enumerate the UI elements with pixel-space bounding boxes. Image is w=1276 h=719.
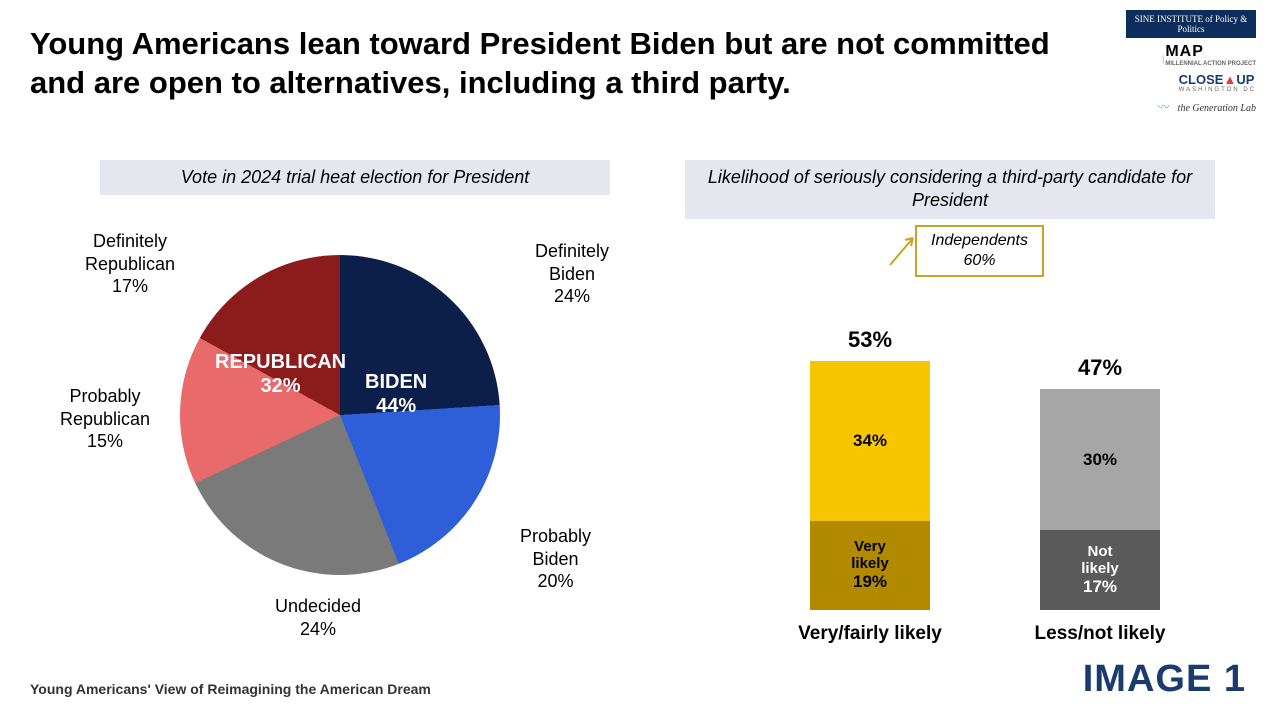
bar-total-label: 47% — [1040, 355, 1160, 381]
pie-group-label: REPUBLICAN32% — [215, 350, 346, 398]
pie-slice-label: DefinitelyRepublican17% — [85, 230, 175, 298]
logo-sine: SINE INSTITUTE of Policy & Politics — [1126, 10, 1256, 38]
bar-category-label: Less/not likely — [1000, 623, 1200, 645]
bar-chart-header: Likelihood of seriously considering a th… — [685, 160, 1215, 219]
bar-segment: Verylikely19% — [810, 521, 930, 610]
pie-slice-label: ProbablyRepublican15% — [60, 385, 150, 453]
image-tag: IMAGE 1 — [1083, 658, 1246, 701]
stacked-bar: Notlikely17%30% — [1040, 389, 1160, 610]
bar-total-label: 53% — [810, 327, 930, 353]
sponsor-logos: SINE INSTITUTE of Policy & Politics MAPM… — [1066, 10, 1256, 115]
pie-group-label: BIDEN44% — [365, 370, 427, 418]
footer-text: Young Americans' View of Reimagining the… — [30, 681, 431, 697]
callout-independents: Independents 60% — [915, 225, 1044, 277]
pie-slice-label: ProbablyBiden20% — [520, 525, 591, 593]
stacked-bar: Verylikely19%34% — [810, 361, 930, 610]
page-title: Young Americans lean toward President Bi… — [30, 25, 1056, 103]
logo-generation-lab: 〰|the Generation Lab — [1158, 98, 1256, 115]
bar-segment: 30% — [1040, 389, 1160, 530]
bar-category-label: Very/fairly likely — [770, 623, 970, 645]
pie-chart-header: Vote in 2024 trial heat election for Pre… — [100, 160, 610, 195]
pie-slice-label: DefinitelyBiden24% — [535, 240, 609, 308]
stacked-bar-chart: Independents 60% Verylikely19%34%53%Very… — [790, 280, 1210, 660]
bar-segment: Notlikely17% — [1040, 530, 1160, 610]
bar-segment: 34% — [810, 361, 930, 521]
logo-closeup: CLOSE▲UPWASHINGTON DC — [1179, 72, 1256, 93]
pie-slice-label: Undecided24% — [275, 595, 361, 640]
pie-chart: BIDEN44%REPUBLICAN32% DefinitelyBiden24%… — [180, 255, 500, 575]
